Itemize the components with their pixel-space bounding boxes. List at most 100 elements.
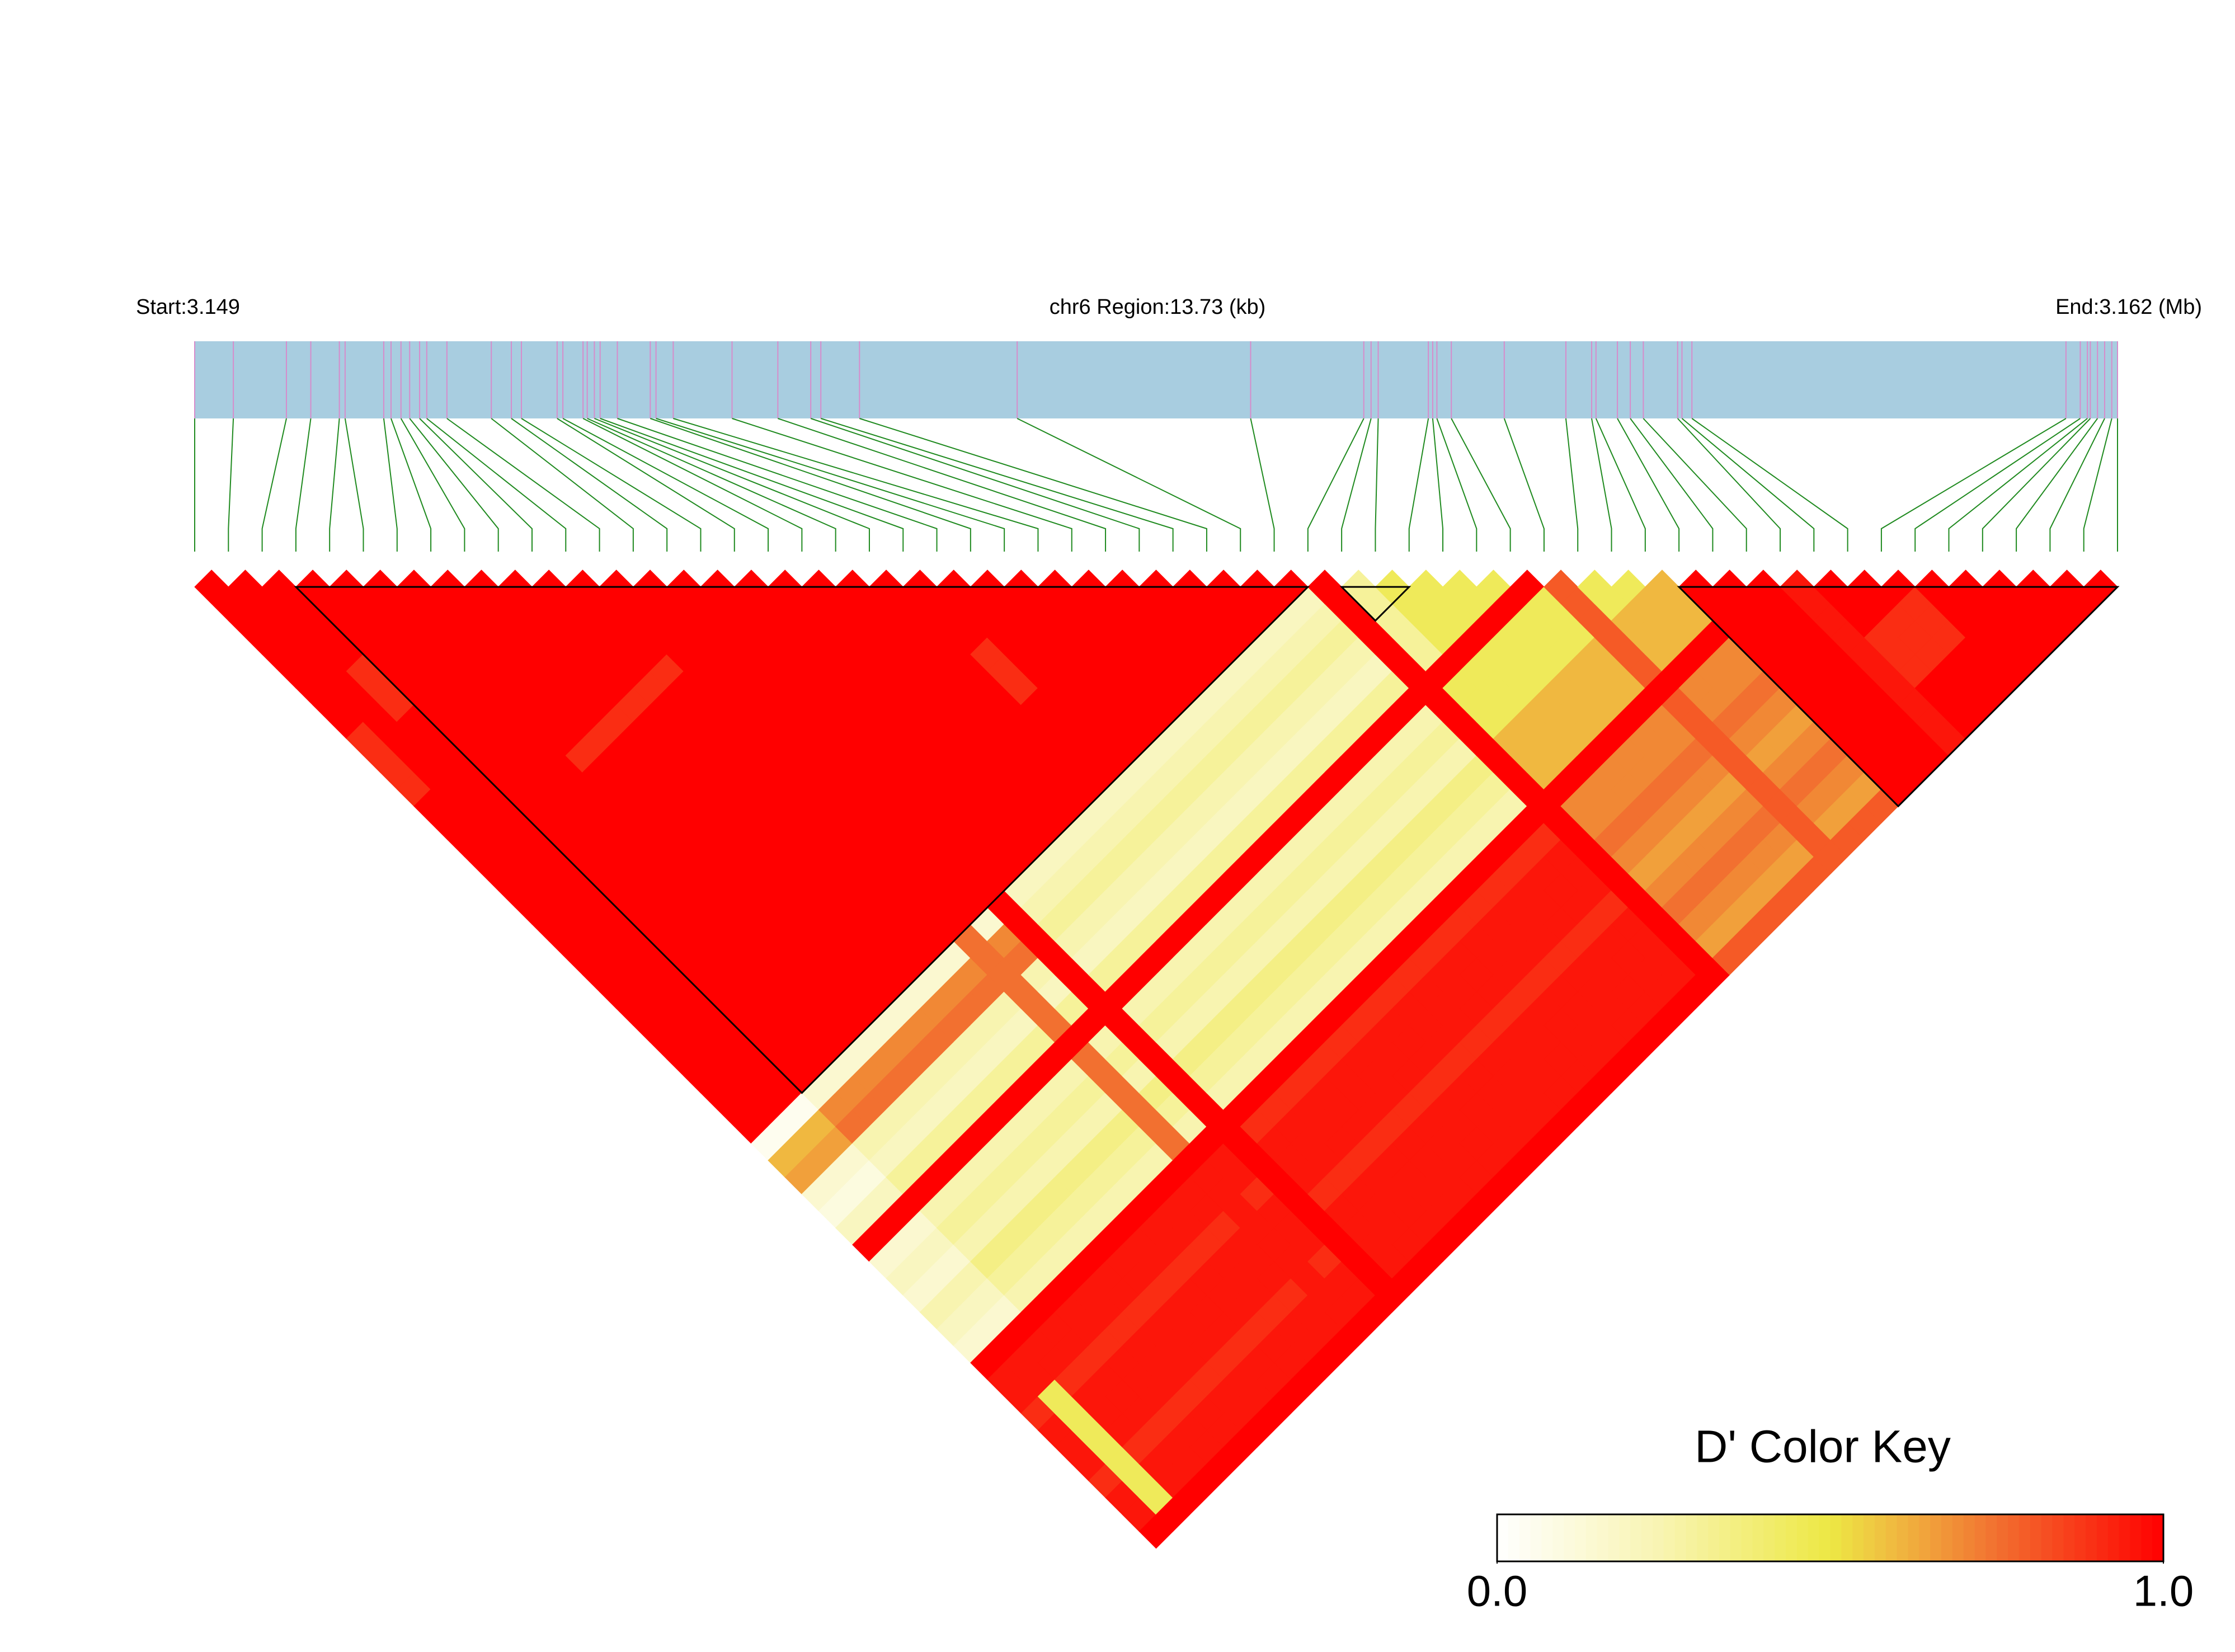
color-key-step [1796,1514,1809,1561]
snp-connector [426,418,567,552]
color-key-step [1752,1514,1765,1561]
snp-connector [1630,418,1714,552]
snp-connector [1432,418,1444,552]
color-key-step [1830,1514,1842,1561]
color-key-step [1686,1514,1698,1561]
color-key-step [1608,1514,1620,1561]
color-key-step [1841,1514,1853,1561]
end-label: End:3.162 (Mb) [2055,295,2202,319]
snp-connector [1643,418,1747,552]
snp-connector [1341,418,1372,552]
snp-connector [594,418,870,552]
start-label: Start:3.149 [136,295,240,319]
snp-connector [557,418,735,552]
snp-connector [1681,418,1815,552]
snp-connector [2049,418,2105,552]
snp-connector [1677,418,1781,552]
snp-connector [521,418,702,552]
color-key-step [1808,1514,1820,1561]
snp-connector [1914,418,2081,552]
color-key-step [1997,1514,2008,1561]
snp-connector [617,418,938,552]
snp-connector [1691,418,1848,552]
color-key-step [1741,1514,1753,1561]
color-key-step [1564,1514,1575,1561]
snp-connector [656,418,1005,552]
color-key-step [1985,1514,1998,1561]
color-key-step [2141,1514,2153,1561]
color-key-step [1930,1514,1942,1561]
color-key-step [2107,1514,2120,1561]
color-key-step [1919,1514,1931,1561]
snp-connector [2016,418,2098,552]
snp-connector [1436,418,1478,552]
legend-title: D' Color Key [1695,1422,1951,1472]
color-key-label: 1.0 [2133,1566,2194,1616]
snp-connector [295,418,312,552]
snp-connector [1307,418,1364,552]
color-key-step [2096,1514,2109,1561]
color-key-label: 0.0 [1467,1566,1527,1616]
color-key-step [2063,1514,2075,1561]
snp-connector [344,418,364,552]
snp-connector [810,418,1140,552]
color-key-step [1963,1514,1975,1561]
snp-connector [390,418,432,552]
color-key-step [1763,1514,1776,1561]
color-key-step [1775,1514,1786,1561]
color-key-step [1574,1514,1587,1561]
snp-connector [511,418,668,552]
color-key-step [1630,1514,1642,1561]
snp-connector [673,418,1039,552]
snp-connector [778,418,1107,552]
snp-connector [587,418,836,552]
snp-connector [409,418,499,552]
color-key-step [1952,1514,1964,1561]
snp-connector [1617,418,1680,552]
snp-connector [1880,418,2067,552]
snp-connector [261,418,287,552]
snp-connector [1948,418,2088,552]
snp-connector [1982,418,2091,552]
color-key-step [1852,1514,1864,1561]
color-key-step [2030,1514,2042,1561]
color-key-step [1974,1514,1987,1561]
snp-connector [400,418,465,552]
snp-connector [1375,418,1379,552]
color-key-step [2130,1514,2142,1561]
color-key-step [1541,1514,1554,1561]
snp-connector [446,418,600,552]
snp-connector [1408,418,1429,552]
ld-block [1677,586,2120,808]
snp-connector [383,418,398,552]
snp-connector [1591,418,1612,552]
color-key-step [2152,1514,2164,1561]
color-key-step [2052,1514,2064,1561]
snp-connector [1451,418,1511,552]
color-key-step [2074,1514,2086,1561]
color-key-step [1530,1514,1542,1561]
color-key-frame [1496,1513,2165,1562]
color-key-step [1941,1514,1953,1561]
ld-block [294,586,1310,1094]
snp-connector [228,418,234,552]
color-key-step [1641,1514,1653,1561]
color-key-step [1885,1514,1898,1561]
region-label: chr6 Region:13.73 (kb) [1050,295,1266,319]
color-key-step [1908,1514,1920,1561]
color-key-step [1552,1514,1564,1561]
color-key-step [1897,1514,1909,1561]
color-key-step [1663,1514,1676,1561]
snp-connector [582,418,803,552]
color-key-step [1864,1514,1875,1561]
color-key-step [1819,1514,1831,1561]
color-key-step [1597,1514,1609,1561]
color-key-step [1730,1514,1742,1561]
color-key-step [2119,1514,2131,1561]
color-key-step [1508,1514,1520,1561]
color-key-step [1519,1514,1531,1561]
snp-connector [2083,418,2112,552]
color-key-step [1619,1514,1631,1561]
